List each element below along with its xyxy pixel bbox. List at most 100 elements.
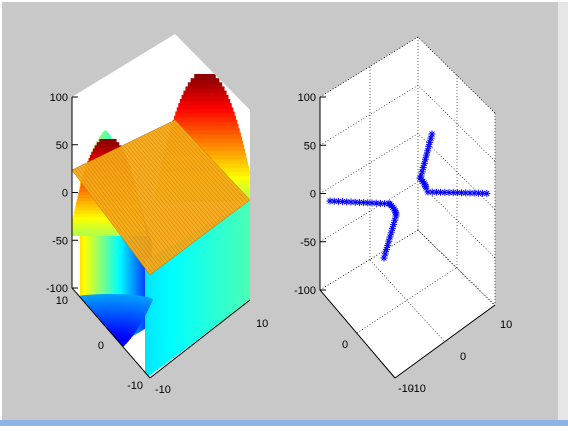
surface-strip [107,132,110,348]
surface-strip [150,256,153,375]
star-marker [339,198,347,206]
surface-strip [180,239,183,352]
star-stroke [423,152,430,158]
star-stroke [381,200,388,207]
surface-strip [164,248,167,364]
surface-strip [235,208,239,311]
zero-plane-mesh-line [94,158,173,259]
surface-peak-band [175,111,235,118]
zero-plane-mesh-line [161,126,238,210]
star-marker [424,188,432,196]
surface-strip [128,177,131,338]
scatter-axes-panel [320,37,495,378]
star-stroke [450,189,457,196]
surface-strip [194,231,198,341]
surface-strip [241,205,244,307]
surface-peak-band [92,148,124,154]
zero-plane-mesh-line [123,144,201,238]
surface-strip [196,230,199,340]
surface-peak-band [96,142,120,148]
zero-plane-mesh-line [107,152,186,249]
z-tick-label: 0 [310,189,316,201]
surface-strip [203,226,207,335]
star-stroke [360,199,367,206]
surface-strip [82,172,85,355]
surface-strip [119,154,121,343]
zero-plane-mesh-line [151,131,228,218]
grid-line [369,259,446,343]
star-stroke [352,199,359,206]
surface-strip [177,241,180,355]
star-stroke [420,164,427,171]
x-tick-label: 0 [342,339,348,351]
star-stroke [421,160,428,167]
surface-peak-band [170,128,240,135]
surface-strip [237,207,240,310]
star-stroke [348,199,354,205]
surface-peak-band [165,144,245,151]
surface-strip [89,155,92,354]
surface-strip [106,131,108,349]
surface-strip [138,203,140,333]
zero-plane-mesh-line [136,138,213,229]
surface-strip [175,242,178,356]
star-stroke [373,200,380,207]
surface-strip [104,130,107,349]
star-stroke [425,189,431,195]
star-stroke [479,190,486,197]
scatter-y-ticks: 0 -10 [342,339,414,395]
zero-plane-mesh-line [89,161,168,263]
zero-plane-mesh-line [174,119,250,201]
star-stroke [422,156,429,163]
star-marker [428,130,436,138]
surface-strip [96,141,99,352]
surface-strip [115,147,118,345]
surface-strip [230,211,233,315]
star-stroke [424,147,431,154]
surface-strip [248,201,250,302]
surface-peak-band [179,99,231,106]
zero-plane-mesh-line [82,164,161,268]
zero-plane-mesh-line [72,169,151,276]
surface-strip [148,257,151,376]
y-tick-label: 0 [460,351,466,363]
surface-strip [93,147,95,353]
x-tick-label: 0 [98,340,104,352]
surface-strip [87,160,89,355]
surface-x-ticks: 10 0 -10 [56,295,143,392]
star-marker [426,138,434,146]
y-tick-label: -10 [155,384,171,396]
zero-plane-mesh-line [164,124,241,208]
zero-plane-mesh-line [131,141,208,233]
surface-peak-band [94,145,122,151]
grid-line [319,181,496,258]
surface-peak-band [171,124,239,131]
star-stroke [426,139,433,146]
surface-strip [91,150,94,353]
surface-strip [201,227,205,336]
star-marker [427,134,435,142]
zero-plane-mesh-line [169,122,246,204]
surface-strip [97,139,100,352]
surface-strip [216,219,219,326]
surface-strip [210,222,214,330]
surface-strip [212,221,215,328]
surface-strip [228,212,231,316]
zero-plane-mesh-line [143,134,221,223]
surface-strip [219,217,223,323]
surface-strip [139,206,142,332]
surface-peak-band [183,90,227,97]
scatter-markers [326,130,491,262]
grid-line [319,133,496,210]
surface-peak-band [72,221,145,227]
star-marker [355,198,363,206]
surface-strip [90,152,93,354]
star-stroke [381,255,387,261]
grid-line [319,36,496,114]
star-marker [421,155,429,163]
surface-strip [103,130,106,350]
surface-strip [117,152,120,344]
zero-plane-mesh-line [141,136,218,225]
